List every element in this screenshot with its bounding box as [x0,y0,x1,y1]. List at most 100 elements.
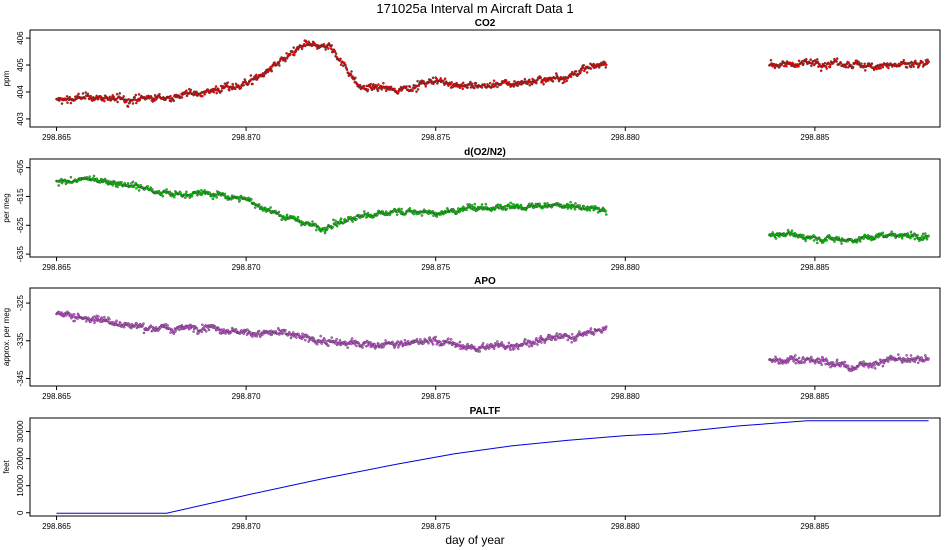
data-point [870,62,874,65]
data-point [913,360,917,364]
x-tick-label: 298.865 [42,392,71,401]
data-point [535,81,538,85]
data-point [185,89,188,92]
data-point [813,63,816,66]
data-point [900,237,904,240]
data-point [800,361,804,364]
data-point [180,96,184,99]
data-point [905,66,909,69]
data-point [339,63,343,66]
data-point [819,69,823,72]
data-point [890,230,893,233]
y-axis-label: approx. per meg [2,308,11,366]
data-point [251,335,254,338]
data-point [582,64,586,67]
data-point [285,52,288,55]
data-point [257,329,261,333]
data-point [805,57,808,61]
data-point [458,86,462,90]
data-point [300,47,304,51]
panel-title: d(O2/N2) [464,147,506,158]
data-point [794,361,798,365]
y-tick-label: 20000 [16,447,25,470]
data-point [395,213,399,216]
x-tick-label: 298.865 [42,133,71,142]
data-point [353,342,357,346]
data-point [247,196,250,200]
data-point [797,65,800,68]
data-point [918,356,921,359]
data-point [255,335,259,338]
data-point [480,86,484,89]
data-point [825,359,829,363]
data-point [507,341,511,345]
data-point [512,85,516,88]
data-point [879,66,882,70]
data-point [412,212,415,216]
plot-frame [29,158,941,258]
data-point [555,332,559,335]
data-point [829,63,832,66]
data-point [353,216,357,219]
data-point [887,360,890,363]
data-point [251,82,254,86]
data-point [470,204,474,207]
data-point [338,338,342,342]
data-point [323,231,327,235]
data-point [60,181,64,185]
data-point [200,189,203,192]
data-point [400,207,403,211]
y-axis-label: feet [2,460,11,474]
data-point [434,335,437,339]
data-point [345,68,349,72]
data-point [819,358,823,362]
data-point [605,325,608,328]
data-point [331,226,335,229]
data-point [565,79,568,83]
data-point [197,331,200,335]
data-point [362,84,366,88]
data-point [300,337,304,341]
data-point [135,101,138,105]
data-point [354,76,357,80]
x-tick-label: 298.880 [611,263,640,272]
data-point [804,239,807,243]
data-point [484,202,488,206]
data-point [327,47,330,50]
data-point [60,102,64,105]
data-point [902,58,906,62]
data-point [280,218,284,221]
data-point [503,204,507,208]
data-point [478,350,482,353]
data-point [566,207,570,210]
data-point [451,85,455,89]
data-point [262,209,266,212]
data-point [513,347,516,350]
data-point [570,341,573,344]
data-point [375,85,379,88]
data-point [126,182,130,185]
data-point [468,203,472,206]
data-point [169,331,172,334]
data-point [539,76,543,79]
x-tick-label: 298.885 [800,392,829,401]
data-point [326,227,329,231]
data-point [180,324,184,327]
data-point [330,336,333,339]
x-tick-label: 298.870 [232,133,261,142]
data-point [284,59,287,63]
data-point [366,88,370,91]
data-point [376,213,379,216]
data-point [873,237,877,240]
data-point [351,220,354,223]
data-point [323,338,326,341]
data-point [126,105,130,108]
data-point [346,219,349,223]
data-point [802,234,805,237]
data-point [835,60,838,63]
data-point [825,239,828,242]
data-point [93,321,96,325]
data-point [873,364,876,367]
data-point [203,93,206,96]
